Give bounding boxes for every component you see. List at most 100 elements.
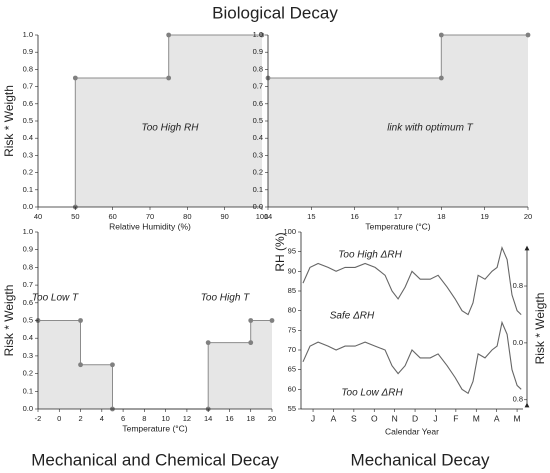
annotation: Too Low ΔRH — [341, 388, 403, 399]
y-tick-label: 0.7 — [23, 280, 33, 289]
x-tick-label: 18 — [437, 212, 445, 221]
data-line — [302, 245, 522, 316]
x-tick-label: 16 — [350, 212, 358, 221]
y-tick-label: 0.1 — [23, 386, 33, 395]
x-tick-label: J — [311, 413, 315, 423]
y-axis-label: RH (%) — [273, 232, 287, 271]
annotation: Too High ΔRH — [338, 250, 402, 261]
y-tick-label: 75 — [288, 325, 296, 334]
y-tick-label: 0.0 — [253, 202, 263, 211]
x-tick-label: 17 — [394, 212, 402, 221]
y-tick-label: 0.5 — [253, 116, 263, 125]
area-fill — [38, 320, 272, 409]
x-tick-label: 16 — [225, 414, 233, 423]
y-tick-label: 0.4 — [253, 133, 263, 142]
y-tick-label: 95 — [288, 247, 296, 256]
y-tick-label: 100 — [283, 227, 296, 236]
data-point — [259, 32, 265, 38]
y-tick-label: 0.6 — [253, 99, 263, 108]
annotation: link with optimum T — [387, 123, 473, 134]
area-fill — [268, 35, 528, 207]
x-tick-label: M — [473, 413, 480, 423]
y-tick-label: 65 — [288, 365, 296, 374]
x-tick-label: 6 — [121, 414, 125, 423]
data-line — [302, 320, 522, 395]
x-tick-label: 2 — [78, 414, 82, 423]
data-point — [72, 75, 78, 81]
section-title: Biological Decay — [212, 3, 338, 22]
x-tick-label: 60 — [108, 212, 116, 221]
annotation: Too High RH — [142, 123, 200, 134]
x-tick-label: F — [453, 413, 458, 423]
x-tick-label: 4 — [100, 414, 104, 423]
y-tick-label: 0.2 — [253, 168, 263, 177]
annotation: Safe ΔRH — [330, 311, 375, 322]
y-axis-label: Risk * Weigth — [2, 85, 16, 157]
x-tick-label: 15 — [307, 212, 315, 221]
data-line — [268, 34, 528, 79]
x-tick-label: M — [514, 413, 521, 423]
annotation: Too Low T — [32, 293, 79, 304]
y-tick-label: 80 — [288, 306, 296, 315]
y2-tick-label: 0.8 — [513, 281, 523, 290]
y2-axis-label: Risk * Weigth — [533, 293, 547, 365]
x-tick-label: O — [371, 413, 378, 423]
x-tick-label: A — [331, 413, 337, 423]
y-tick-label: 70 — [288, 345, 296, 354]
data-point — [78, 318, 83, 323]
x-axis-label: Relative Humidity (%) — [109, 221, 191, 231]
x-tick-label: 19 — [480, 212, 488, 221]
x-tick-label: 8 — [142, 414, 146, 423]
x-tick-label: 20 — [524, 212, 532, 221]
y-tick-label: 0.1 — [253, 185, 263, 194]
y-tick-label: 0.8 — [253, 64, 263, 73]
x-tick-label: 20 — [268, 414, 276, 423]
y-tick-label: 0.1 — [23, 185, 33, 194]
x-tick-label: J — [433, 413, 437, 423]
y-tick-label: 0.9 — [23, 245, 33, 254]
annotation: Too High T — [201, 293, 250, 304]
x-axis-label: Calendar Year — [385, 426, 439, 436]
y-tick-label: 0.3 — [23, 150, 33, 159]
section-title: Mechanical Decay — [351, 450, 490, 469]
x-tick-label: 12 — [183, 414, 191, 423]
y-tick-label: 1.0 — [253, 30, 263, 39]
x-tick-label: 10 — [161, 414, 169, 423]
y-tick-label: 85 — [288, 286, 296, 295]
y-tick-label: 0.0 — [23, 404, 33, 413]
x-tick-label: N — [392, 413, 398, 423]
data-point — [205, 340, 211, 346]
data-point — [248, 318, 254, 323]
x-tick-label: 14 — [204, 414, 212, 423]
x-tick-label: 80 — [183, 212, 191, 221]
y-tick-label: 0.3 — [23, 351, 33, 360]
y-tick-label: 1.0 — [23, 227, 33, 236]
x-tick-label: A — [494, 413, 500, 423]
y-tick-label: 60 — [288, 384, 296, 393]
x-axis-label: Temperature (°C) — [122, 423, 187, 433]
x-axis-label: Temperature (°C) — [365, 221, 430, 231]
y-tick-label: 0.6 — [23, 99, 33, 108]
y-tick-label: 55 — [288, 404, 296, 413]
y-tick-label: 0.5 — [23, 315, 33, 324]
y-tick-label: 0.0 — [23, 202, 33, 211]
data-point — [438, 75, 444, 81]
x-tick-label: 40 — [34, 212, 42, 221]
y-axis-label: Risk * Weigth — [2, 285, 16, 357]
data-point — [166, 75, 172, 81]
x-tick-label: D — [412, 413, 418, 423]
y2-tick-label: 0.0 — [513, 338, 523, 347]
x-tick-label: 100 — [256, 212, 269, 221]
x-tick-label: 50 — [71, 212, 79, 221]
x-tick-label: 18 — [247, 414, 255, 423]
data-point — [78, 362, 83, 368]
x-tick-label: 14 — [264, 212, 272, 221]
y-tick-label: 0.4 — [23, 133, 33, 142]
x-tick-label: -2 — [35, 414, 42, 423]
y-tick-label: 0.7 — [23, 82, 33, 91]
section-title: Mechanical and Chemical Decay — [31, 450, 279, 469]
y-tick-label: 0.9 — [253, 47, 263, 56]
data-point — [166, 32, 172, 38]
data-point — [248, 340, 254, 346]
